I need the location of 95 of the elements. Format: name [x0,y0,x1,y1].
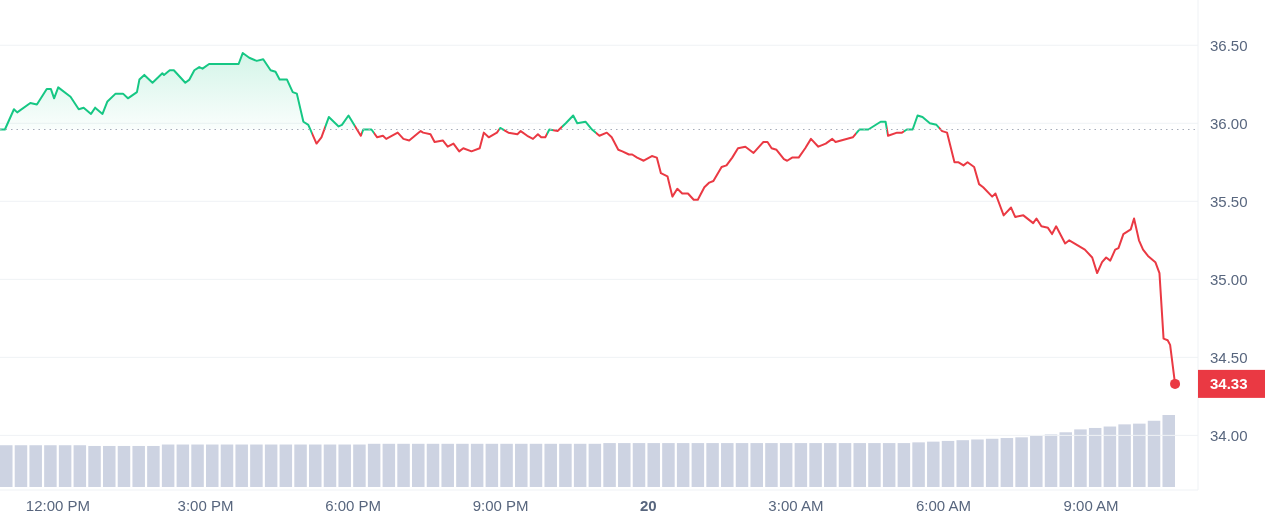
bar [220,444,234,487]
bar [971,439,984,487]
bar [765,443,778,487]
bar [1147,420,1161,487]
bar [779,443,793,487]
bar [338,444,351,487]
bar [956,440,969,487]
bar [250,444,263,487]
bar [88,445,101,487]
bar [809,443,822,487]
bar [397,443,410,487]
y-tick-label: 35.00 [1210,270,1248,288]
bar [58,445,72,487]
bar [1030,435,1043,487]
bar [1103,426,1117,487]
bar [691,443,705,487]
bar [279,444,293,487]
bar [559,443,572,487]
bar [603,443,616,487]
bar [882,443,896,487]
bar [647,443,660,487]
bar [1074,429,1087,487]
bar [897,443,911,487]
bar [264,444,278,487]
bar [382,443,396,487]
bar [985,438,999,487]
x-tick-label: 3:00 PM [177,496,234,514]
annotation: 34.33 [1210,375,1248,393]
bar [206,444,219,487]
bar [794,443,808,487]
bar [0,445,13,487]
bar [1162,415,1175,487]
bar [750,443,763,487]
bar [132,445,145,487]
y-tick-label: 34.50 [1210,348,1248,366]
x-tick-label: 3:00 AM [768,496,824,514]
bar [147,445,160,487]
bar [1015,437,1028,487]
y-tick-label: 36.00 [1210,114,1248,132]
bar [323,444,337,487]
bar [29,445,42,487]
y-tick-label: 36.50 [1210,36,1248,54]
bar [309,444,322,487]
bar [927,441,940,487]
bar [1000,438,1014,487]
x-tick-label: 6:00 PM [325,496,382,514]
bar [912,442,925,487]
bar [441,443,454,487]
x-tick-label: 20 [639,496,657,514]
bar [73,445,87,487]
bar [1133,423,1146,487]
bar [456,443,469,487]
bar [470,443,484,487]
bar [676,443,690,487]
bar [662,443,675,487]
bar [868,443,881,487]
bar [353,444,366,487]
bar [618,443,631,487]
bar [412,443,425,487]
bar [706,443,719,487]
x-tick-label: 6:00 AM [915,496,972,514]
bar [14,445,28,487]
bar [515,443,528,487]
bar [735,443,749,487]
bar [485,443,499,487]
bar [1059,432,1072,487]
x-tick-label: 9:00 AM [1063,496,1119,514]
bar [529,443,543,487]
bar [824,443,837,487]
bar [103,445,116,487]
bar [1088,427,1102,487]
x-tick-label: 12:00 PM [25,496,91,514]
bar [1118,424,1131,487]
bar [235,444,248,487]
bar [191,444,204,487]
bar [721,443,734,487]
bar [544,443,557,487]
bar [1044,434,1058,487]
bar [588,443,602,487]
y-tick-label: 34.00 [1210,426,1248,444]
bar [117,445,131,487]
bar [941,440,955,487]
bar [426,443,440,487]
bar [853,443,866,487]
bar [838,443,852,487]
x-tick-label: 9:00 PM [472,496,529,514]
bar [294,444,307,487]
bar [632,443,646,487]
bar [367,443,381,487]
bar [161,444,175,487]
bar [44,445,57,487]
bar [573,443,587,487]
bar [176,444,190,487]
bar [500,443,513,487]
y-tick-label: 35.50 [1210,192,1248,210]
